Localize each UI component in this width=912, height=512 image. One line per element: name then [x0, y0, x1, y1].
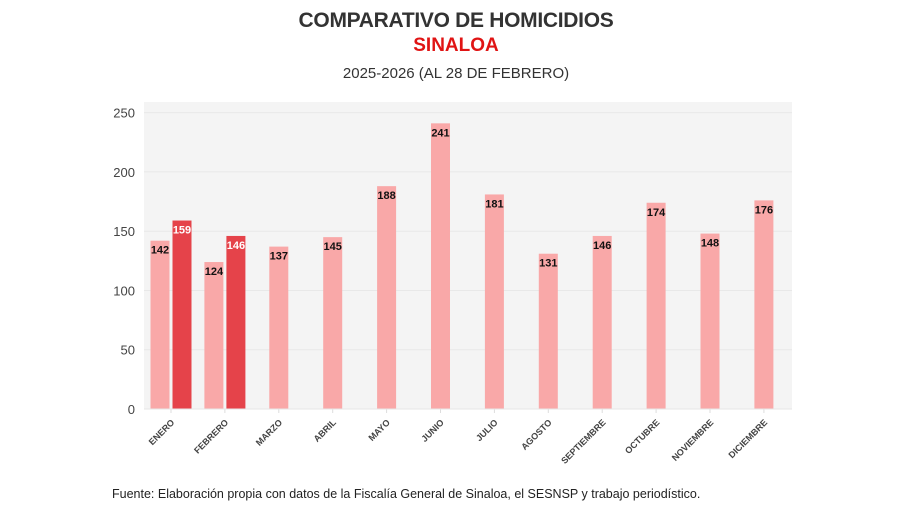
- y-tick-label: 250: [113, 106, 135, 121]
- bar-2025-mayo: [377, 186, 397, 409]
- bar-2025-marzo: [269, 246, 289, 409]
- bars: 142 159 124 146 137 145 188 241 181 131 146 174 148 1…: [150, 123, 774, 409]
- bar-2025-enero: [150, 240, 170, 409]
- x-tick-label: JUNIO: [419, 417, 446, 444]
- bar-2025-febrero: [204, 262, 224, 409]
- x-tick-label: DICIEMBRE: [727, 417, 770, 460]
- bar-2025-agosto: [538, 253, 558, 409]
- y-tick-label: 0: [128, 402, 135, 417]
- x-tick-label: ENERO: [147, 417, 177, 447]
- source-note: Fuente: Elaboración propia con datos de …: [112, 487, 701, 501]
- data-label-2025-octubre: 174: [647, 207, 666, 219]
- data-label-2025-noviembre: 148: [701, 238, 719, 250]
- bar-2025-diciembre: [754, 200, 774, 409]
- y-tick-label: 150: [113, 224, 135, 239]
- x-tick-label: OCTUBRE: [623, 417, 662, 456]
- data-label-2025-marzo: 137: [270, 251, 288, 263]
- x-tick-label: JULIO: [474, 417, 500, 443]
- bar-chart: 0 50 100 150 200 250 142 159 124 146 137 145 188 241…: [113, 102, 792, 466]
- x-tick-label: NOVIEMBRE: [670, 417, 716, 463]
- x-tick-label: AGOSTO: [519, 417, 554, 452]
- bar-2025-noviembre: [700, 233, 720, 409]
- bar-2026-enero: [172, 220, 192, 409]
- x-tick-label: MARZO: [254, 417, 284, 447]
- y-axis: 0 50 100 150 200 250: [113, 106, 135, 417]
- bar-2025-julio: [484, 194, 504, 409]
- y-tick-label: 100: [113, 283, 135, 298]
- data-label-2025-enero: 142: [151, 245, 169, 257]
- data-label-2025-febrero: 124: [205, 266, 224, 278]
- data-label-2025-abril: 145: [324, 241, 342, 253]
- x-tick-label: FEBRERO: [192, 417, 230, 455]
- x-tick-label: ABRIL: [312, 417, 339, 444]
- bar-2025-junio: [431, 123, 450, 409]
- bar-2025-octubre: [646, 202, 666, 409]
- data-label-2026-febrero: 146: [227, 240, 245, 252]
- data-label-2025-junio: 241: [431, 127, 449, 139]
- plot-background: [144, 102, 792, 409]
- data-label-2025-julio: 181: [485, 198, 503, 210]
- bar-2025-septiembre: [592, 235, 612, 409]
- data-label-2026-enero: 159: [173, 225, 191, 237]
- data-label-2025-agosto: 131: [539, 258, 557, 270]
- x-tick-label: MAYO: [366, 417, 392, 443]
- chart-subtitle-state: SINALOA: [413, 35, 499, 56]
- x-axis: ENERO FEBRERO MARZO ABRIL MAYO JUNIO JULIO AGOS…: [144, 408, 792, 466]
- chart-title: COMPARATIVO DE HOMICIDIOS: [298, 9, 614, 32]
- chart-subtitle-period: 2025-2026 (AL 28 DE FEBRERO): [342, 65, 570, 82]
- data-label-2025-septiembre: 146: [593, 240, 611, 252]
- data-label-2025-diciembre: 176: [755, 204, 773, 216]
- x-tick-label: SEPTIEMBRE: [559, 417, 607, 465]
- bar-2026-febrero: [226, 235, 246, 409]
- data-label-2025-mayo: 188: [377, 190, 395, 202]
- y-tick-label: 200: [113, 165, 135, 180]
- y-tick-label: 50: [121, 343, 135, 358]
- bar-2025-abril: [323, 237, 343, 409]
